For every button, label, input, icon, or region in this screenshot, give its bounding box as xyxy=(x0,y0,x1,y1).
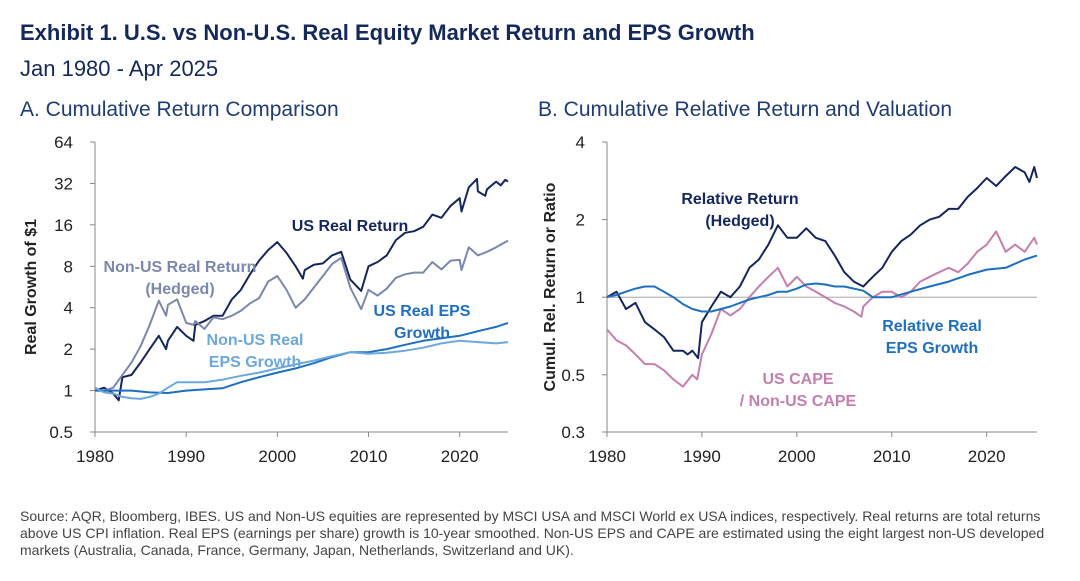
b-ytick-label: 4 xyxy=(576,133,585,152)
b-xtick-label: 2020 xyxy=(968,447,1006,466)
b-ytick-label: 0.5 xyxy=(561,366,585,385)
a-series-non-us-real-return-hedged xyxy=(95,239,509,392)
a-xtick-label: 2010 xyxy=(350,447,388,466)
a-label-non-us-real-return-hedged: Non-US Real Return (Hedged) xyxy=(104,259,257,298)
a-series-non-us-real-eps-growth xyxy=(94,339,509,400)
panel-b-title: B. Cumulative Relative Return and Valuat… xyxy=(538,98,953,121)
a-ytick-label: 4 xyxy=(64,299,73,318)
a-xtick-label: 1980 xyxy=(76,447,114,466)
b-xtick-label: 1980 xyxy=(588,447,626,466)
a-ytick-label: 16 xyxy=(54,216,73,235)
chart-panel-b: 0.3 0.5 1 2 4 1980 1990 2000 2010 2020 Cumul. Rel.… xyxy=(542,133,1038,466)
b-xtick-label: 2000 xyxy=(778,447,816,466)
a-ytick-label: 2 xyxy=(64,340,73,359)
a-label-us-real-eps-growth: US Real EPS Growth xyxy=(374,303,471,342)
a-ytick-label: 1 xyxy=(64,382,73,401)
b-label-relative-return-hedged: Relative Return (Hedged) xyxy=(681,191,798,230)
b-y-axis-label: Cumul. Rel. Return or Ratio xyxy=(542,182,559,391)
b-series-relative-real-eps-growth xyxy=(606,254,1038,313)
exhibit-subtitle: Jan 1980 - Apr 2025 xyxy=(20,56,219,81)
b-xtick-label: 2010 xyxy=(873,447,911,466)
b-label-relative-real-eps-growth: Relative Real EPS Growth xyxy=(882,318,982,357)
a-xtick-label: 2020 xyxy=(441,447,479,466)
a-label-us-real-return: US Real Return xyxy=(292,218,408,235)
exhibit-title: Exhibit 1. U.S. vs Non-U.S. Real Equity … xyxy=(20,20,755,45)
b-ytick-label: 2 xyxy=(576,211,585,230)
a-ytick-label: 8 xyxy=(64,257,73,276)
a-ytick-label: 64 xyxy=(54,133,73,152)
panel-a-title: A. Cumulative Return Comparison xyxy=(20,98,339,121)
b-series-us-cape-non-us-cape xyxy=(606,230,1038,388)
source-note: Source: AQR, Bloomberg, IBES. US and Non… xyxy=(20,508,1045,558)
a-series-us-real-eps-growth xyxy=(95,321,509,394)
a-label-non-us-real-eps-growth: Non-US Real EPS Growth xyxy=(207,332,304,371)
chart-panel-a: 0.5 1 2 4 8 16 32 64 1980 1990 2000 2010 2020 Real Gr… xyxy=(23,133,509,466)
a-xtick-label: 1990 xyxy=(167,447,205,466)
a-ytick-label: 0.5 xyxy=(49,423,73,442)
b-xtick-label: 1990 xyxy=(683,447,721,466)
a-xtick-label: 2000 xyxy=(258,447,296,466)
a-ytick-label: 32 xyxy=(54,174,73,193)
b-series-relative-return-hedged xyxy=(606,166,1038,360)
b-ytick-label: 0.3 xyxy=(561,423,585,442)
a-series-us-real-return xyxy=(94,177,509,402)
a-y-axis-label: Real Growth of $1 xyxy=(23,219,40,355)
b-ytick-label: 1 xyxy=(576,288,585,307)
b-label-us-cape-non-us-cape: US CAPE / Non-US CAPE xyxy=(740,371,857,410)
